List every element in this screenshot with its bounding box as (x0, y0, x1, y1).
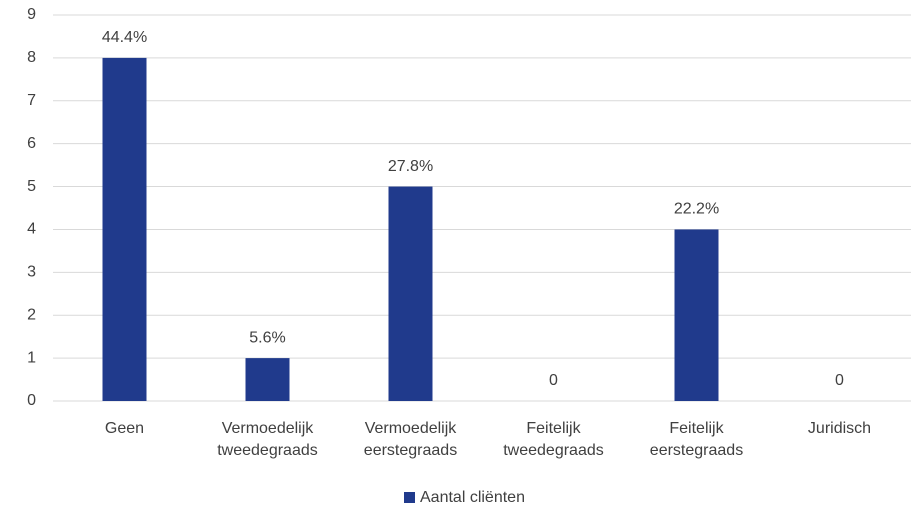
bar (245, 358, 290, 401)
y-tick-label: 8 (27, 49, 36, 66)
data-label: 44.4% (102, 29, 147, 46)
legend-label: Aantal cliënten (420, 489, 525, 506)
y-tick-label: 6 (27, 135, 36, 152)
bar (674, 229, 719, 401)
x-tick-label: Juridisch (808, 420, 871, 437)
bar (388, 186, 433, 401)
data-label: 5.6% (249, 329, 285, 346)
y-tick-label: 2 (27, 306, 36, 323)
data-label: 22.2% (674, 201, 719, 218)
y-tick-label: 5 (27, 178, 36, 195)
y-tick-label: 7 (27, 92, 36, 109)
x-tick-label: Vermoedelijk eerstegraads (364, 420, 457, 459)
data-label: 0 (549, 372, 558, 389)
y-tick-label: 9 (27, 6, 36, 23)
legend-swatch (404, 492, 415, 503)
y-tick-label: 4 (27, 221, 36, 238)
x-tick-label: Feitelijk tweedegraads (503, 420, 604, 459)
x-tick-label: Vermoedelijk tweedegraads (217, 420, 318, 459)
y-tick-label: 1 (27, 349, 36, 366)
data-label: 0 (835, 372, 844, 389)
y-tick-label: 0 (27, 392, 36, 409)
x-tick-label: Geen (105, 420, 144, 437)
bar (102, 57, 147, 402)
y-tick-label: 3 (27, 264, 36, 281)
data-label: 27.8% (388, 158, 433, 175)
x-tick-label: Feitelijk eerstegraads (650, 420, 743, 459)
